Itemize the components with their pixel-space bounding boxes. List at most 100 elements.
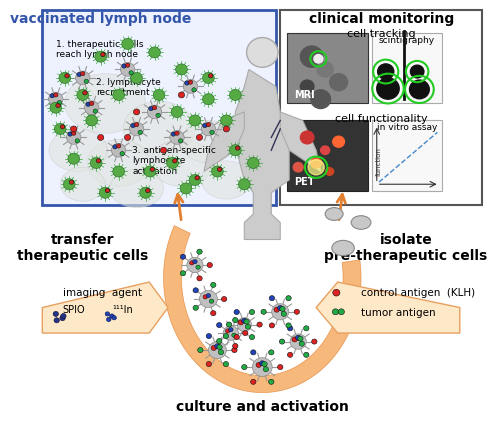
- Ellipse shape: [351, 216, 371, 229]
- Text: control antigen  (KLH): control antigen (KLH): [361, 288, 475, 297]
- Circle shape: [320, 146, 330, 155]
- Circle shape: [166, 158, 178, 169]
- Circle shape: [126, 63, 130, 67]
- Circle shape: [112, 315, 116, 320]
- Circle shape: [131, 123, 135, 128]
- Circle shape: [202, 72, 214, 83]
- Circle shape: [333, 289, 340, 296]
- Circle shape: [223, 333, 228, 339]
- Circle shape: [250, 379, 256, 384]
- Circle shape: [65, 74, 70, 78]
- Circle shape: [116, 144, 121, 148]
- Circle shape: [223, 126, 230, 132]
- Circle shape: [274, 307, 280, 312]
- Circle shape: [82, 91, 87, 95]
- Circle shape: [210, 130, 214, 134]
- Circle shape: [220, 115, 232, 126]
- Circle shape: [53, 312, 59, 316]
- Circle shape: [317, 62, 333, 77]
- Circle shape: [57, 101, 62, 105]
- Circle shape: [278, 365, 283, 370]
- Circle shape: [250, 350, 256, 355]
- Circle shape: [228, 327, 233, 332]
- Circle shape: [196, 134, 202, 140]
- Circle shape: [296, 335, 301, 340]
- Circle shape: [203, 295, 207, 299]
- Circle shape: [232, 333, 236, 337]
- Text: culture and activation: culture and activation: [176, 400, 348, 414]
- Circle shape: [96, 159, 100, 163]
- Text: 3. antigen-specific
lymphocyte
activation: 3. antigen-specific lymphocyte activatio…: [132, 146, 216, 176]
- Circle shape: [242, 330, 248, 336]
- Circle shape: [280, 306, 285, 312]
- Circle shape: [268, 350, 274, 355]
- Text: imaging  agent: imaging agent: [62, 288, 142, 297]
- Text: tumor antigen: tumor antigen: [361, 308, 436, 318]
- Circle shape: [170, 131, 184, 144]
- FancyBboxPatch shape: [280, 10, 482, 205]
- Circle shape: [184, 81, 189, 85]
- Circle shape: [226, 322, 232, 327]
- Circle shape: [245, 324, 250, 329]
- Circle shape: [113, 166, 124, 177]
- Circle shape: [187, 257, 203, 273]
- Circle shape: [184, 80, 198, 93]
- FancyBboxPatch shape: [42, 10, 276, 205]
- Circle shape: [60, 313, 66, 318]
- Circle shape: [193, 305, 198, 310]
- Circle shape: [207, 262, 212, 268]
- Polygon shape: [42, 282, 168, 333]
- Circle shape: [172, 159, 177, 163]
- Text: ¹¹¹In: ¹¹¹In: [112, 305, 132, 315]
- Circle shape: [268, 379, 274, 384]
- Polygon shape: [280, 112, 320, 172]
- Circle shape: [288, 352, 293, 357]
- Circle shape: [50, 102, 62, 113]
- Circle shape: [226, 329, 230, 333]
- Circle shape: [100, 52, 105, 56]
- Circle shape: [278, 306, 283, 311]
- Circle shape: [60, 125, 65, 129]
- Circle shape: [105, 312, 110, 316]
- Circle shape: [196, 265, 200, 269]
- Circle shape: [100, 187, 111, 198]
- Circle shape: [70, 126, 77, 132]
- Circle shape: [77, 72, 82, 77]
- Circle shape: [217, 345, 222, 350]
- Circle shape: [90, 101, 94, 106]
- Text: cell tracking: cell tracking: [347, 29, 416, 39]
- Circle shape: [222, 297, 227, 302]
- Circle shape: [260, 361, 265, 366]
- Circle shape: [176, 64, 188, 75]
- Circle shape: [144, 166, 156, 177]
- Circle shape: [197, 276, 202, 281]
- Circle shape: [269, 323, 274, 328]
- Circle shape: [242, 365, 247, 370]
- Circle shape: [377, 78, 399, 99]
- Circle shape: [122, 64, 126, 68]
- Circle shape: [174, 131, 179, 135]
- Circle shape: [332, 309, 338, 315]
- Circle shape: [281, 312, 286, 316]
- Circle shape: [206, 362, 212, 367]
- Circle shape: [202, 94, 214, 105]
- Circle shape: [300, 131, 314, 144]
- Circle shape: [206, 122, 210, 127]
- Ellipse shape: [325, 208, 343, 220]
- Circle shape: [124, 134, 131, 140]
- Ellipse shape: [60, 167, 105, 201]
- Circle shape: [308, 160, 324, 175]
- Circle shape: [232, 318, 238, 323]
- Circle shape: [304, 352, 309, 357]
- Circle shape: [95, 51, 106, 62]
- Circle shape: [105, 188, 110, 193]
- Text: MRI: MRI: [294, 90, 315, 100]
- Circle shape: [90, 158, 102, 169]
- Circle shape: [110, 314, 114, 318]
- Circle shape: [148, 47, 160, 58]
- Circle shape: [77, 89, 88, 101]
- Circle shape: [68, 153, 80, 164]
- Text: clinical monitoring: clinical monitoring: [308, 12, 454, 26]
- Circle shape: [269, 296, 274, 301]
- Circle shape: [298, 336, 303, 341]
